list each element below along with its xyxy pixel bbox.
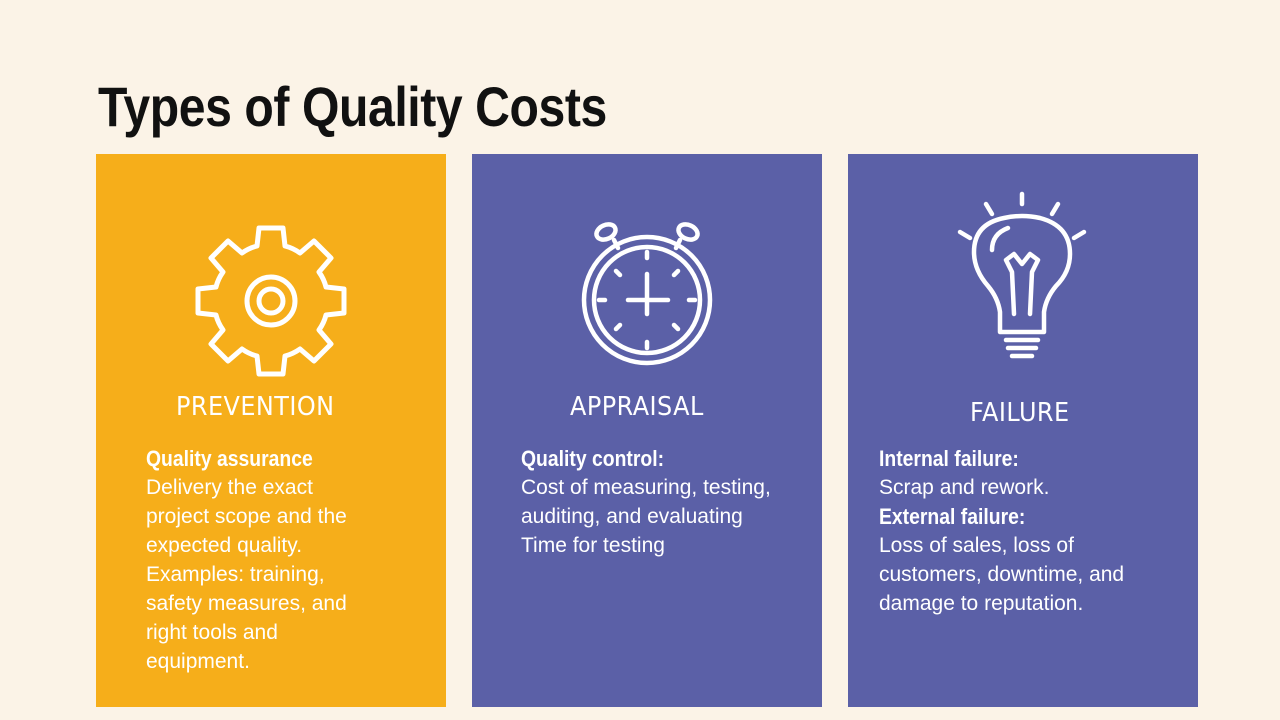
- appraisal-card: APPRAISAL Quality control: Cost of measu…: [472, 154, 822, 707]
- prevention-line: expected quality.: [146, 534, 303, 557]
- prevention-line: safety measures, and: [146, 592, 347, 615]
- prevention-line: project scope and the: [146, 505, 347, 528]
- failure-title: FAILURE: [970, 398, 1070, 428]
- appraisal-line: Time for testing: [521, 534, 665, 557]
- alarm-clock-icon: [578, 218, 718, 368]
- failure-line: Scrap and rework.: [879, 476, 1050, 499]
- prevention-heading: Quality assurance: [146, 446, 313, 471]
- failure-card: FAILURE Internal failure: Scrap and rewo…: [848, 154, 1198, 707]
- internal-failure-heading: Internal failure:: [879, 446, 1019, 471]
- prevention-card: PREVENTION Quality assurance Delivery th…: [96, 154, 446, 707]
- failure-line: customers, downtime, and: [879, 563, 1125, 586]
- prevention-title: PREVENTION: [176, 392, 335, 422]
- prevention-line: Delivery the exact: [146, 476, 313, 499]
- lightbulb-icon: [956, 190, 1096, 370]
- appraisal-line: auditing, and evaluating: [521, 505, 743, 528]
- failure-body: Internal failure: Scrap and rework. Exte…: [879, 444, 1124, 618]
- gear-icon: [194, 224, 348, 378]
- prevention-line: equipment.: [146, 650, 250, 673]
- slide-title: Types of Quality Costs: [98, 75, 607, 138]
- appraisal-heading: Quality control:: [521, 446, 665, 471]
- prevention-line: right tools and: [146, 621, 278, 644]
- external-failure-heading: External failure:: [879, 504, 1026, 529]
- prevention-body: Quality assurance Delivery the exact pro…: [146, 444, 347, 676]
- appraisal-line: Cost of measuring, testing,: [521, 476, 771, 499]
- prevention-line: Examples: training,: [146, 563, 325, 586]
- failure-line: damage to reputation.: [879, 592, 1084, 615]
- failure-line: Loss of sales, loss of: [879, 534, 1074, 557]
- appraisal-body: Quality control: Cost of measuring, test…: [521, 444, 771, 560]
- appraisal-title: APPRAISAL: [570, 392, 704, 422]
